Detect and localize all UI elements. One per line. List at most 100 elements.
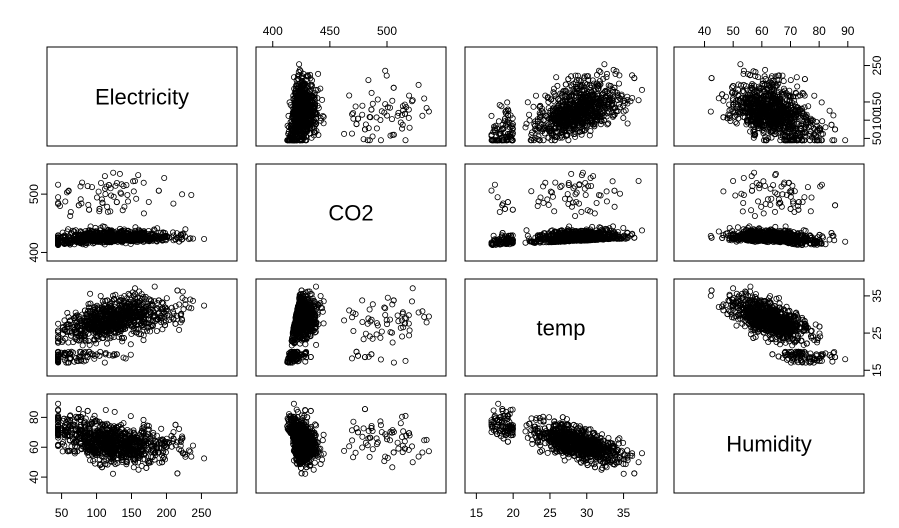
data-point — [382, 101, 389, 108]
data-point — [562, 81, 569, 88]
data-point — [620, 224, 627, 231]
data-point — [523, 227, 530, 234]
data-point — [364, 137, 371, 144]
data-point — [85, 201, 92, 208]
data-point — [102, 191, 109, 198]
data-point — [406, 124, 413, 131]
data-point — [552, 179, 559, 186]
data-point — [296, 61, 303, 68]
data-point — [295, 125, 302, 132]
data-point — [311, 104, 318, 111]
data-point — [291, 137, 298, 144]
data-point — [805, 103, 812, 110]
panel-electricity-vs-co2 — [255, 46, 447, 147]
data-point — [55, 181, 62, 188]
data-point — [818, 99, 825, 106]
data-point — [294, 128, 301, 135]
data-point — [488, 187, 495, 194]
data-point — [361, 126, 368, 133]
data-point — [597, 121, 604, 128]
data-point — [620, 115, 627, 122]
data-point — [558, 182, 565, 189]
data-point — [488, 112, 495, 119]
data-point — [297, 116, 304, 123]
panel-electricity-vs-humidity — [673, 46, 865, 147]
data-point — [587, 128, 594, 135]
data-point — [707, 108, 714, 115]
data-point — [568, 170, 575, 177]
data-point — [170, 200, 177, 207]
data-point — [366, 137, 373, 144]
data-point — [125, 198, 132, 205]
panel-co2-vs-temp — [464, 163, 658, 262]
data-point — [296, 97, 303, 104]
data-point — [498, 103, 505, 110]
data-point — [140, 210, 147, 217]
data-point — [708, 75, 715, 82]
data-point — [373, 125, 380, 132]
data-point — [320, 120, 327, 127]
data-point — [301, 86, 308, 93]
data-point — [301, 121, 308, 128]
data-point — [425, 108, 432, 115]
data-point — [551, 90, 558, 97]
data-point — [550, 89, 557, 96]
data-point — [140, 179, 147, 186]
data-point — [317, 85, 324, 92]
data-point — [306, 87, 313, 94]
data-point — [401, 110, 408, 117]
data-point — [377, 117, 384, 124]
data-point — [308, 94, 315, 101]
data-point — [374, 96, 381, 103]
data-point — [133, 195, 140, 202]
panel-electricity-vs-temp — [464, 46, 658, 147]
data-point — [733, 120, 740, 127]
data-point — [409, 97, 416, 104]
data-point — [830, 112, 837, 119]
data-point — [594, 71, 601, 78]
data-point — [564, 191, 571, 198]
data-point — [110, 169, 117, 176]
data-point — [116, 170, 123, 177]
data-point — [399, 125, 406, 132]
data-point — [307, 130, 314, 137]
data-point — [597, 69, 604, 76]
data-point — [307, 75, 314, 82]
data-point — [762, 66, 769, 73]
data-point — [201, 235, 208, 242]
data-point — [101, 173, 108, 180]
panel-frame — [46, 46, 238, 147]
data-point — [819, 118, 826, 125]
data-point — [383, 112, 390, 119]
data-point — [285, 112, 292, 119]
data-point — [290, 106, 297, 113]
data-point — [315, 70, 322, 77]
data-point — [389, 97, 396, 104]
data-point — [299, 116, 306, 123]
data-point — [303, 110, 310, 117]
data-point — [524, 99, 531, 106]
data-point — [368, 89, 375, 96]
data-point — [298, 75, 305, 82]
data-point — [522, 124, 529, 131]
panel-co2-vs-electricity — [46, 163, 238, 262]
data-point — [349, 111, 356, 118]
data-point — [496, 102, 503, 109]
panels — [46, 46, 865, 494]
data-point — [365, 77, 372, 84]
data-point — [635, 97, 642, 104]
data-point — [362, 121, 369, 128]
data-point — [388, 116, 395, 123]
data-point — [405, 114, 412, 121]
data-point — [415, 81, 422, 88]
data-point — [130, 188, 137, 195]
data-point — [104, 203, 111, 210]
data-point — [399, 103, 406, 110]
data-point — [794, 83, 801, 90]
data-point — [554, 82, 561, 89]
data-point — [402, 137, 409, 144]
data-point — [161, 174, 168, 181]
data-point — [551, 85, 558, 92]
data-point — [315, 131, 322, 138]
